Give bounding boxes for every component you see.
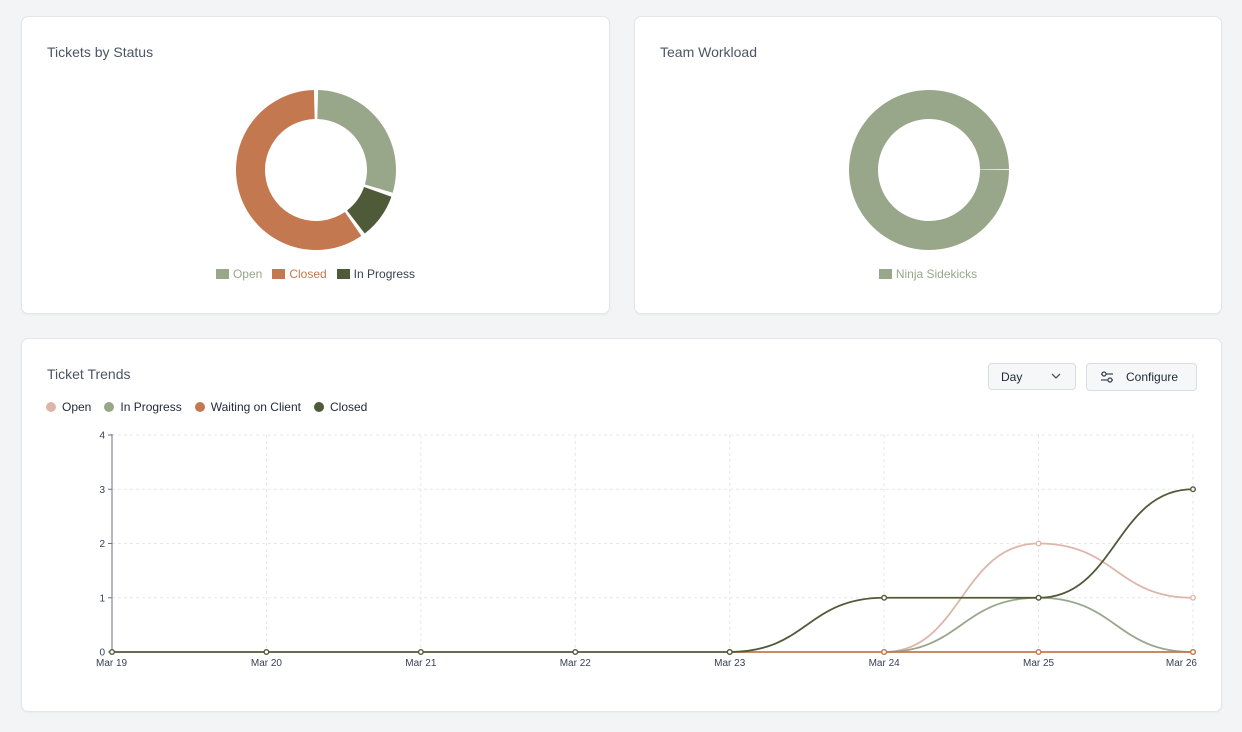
data-point[interactable] bbox=[1035, 594, 1042, 601]
series-closed bbox=[108, 486, 1196, 656]
legend-label: Open bbox=[232, 267, 263, 281]
data-point[interactable] bbox=[1189, 486, 1196, 493]
legend-label: Closed bbox=[329, 400, 368, 414]
legend-label: Ninja Sidekicks bbox=[895, 267, 978, 281]
data-point[interactable] bbox=[263, 649, 270, 656]
status-legend: Open Closed In Progress bbox=[22, 267, 609, 281]
legend-item-in-progress[interactable]: In Progress bbox=[336, 267, 416, 281]
slice-in-progress bbox=[347, 187, 392, 234]
legend-dot bbox=[313, 402, 324, 412]
legend-swatch bbox=[272, 269, 286, 279]
data-point[interactable] bbox=[108, 649, 115, 656]
grid bbox=[112, 434, 1194, 652]
series-waiting-on-client bbox=[726, 649, 1196, 656]
legend-item-open[interactable]: Open bbox=[215, 267, 263, 281]
legend-item-open[interactable]: Open bbox=[46, 400, 91, 414]
slice-ninja-sidekicks bbox=[849, 90, 1009, 251]
data-point[interactable] bbox=[1189, 594, 1196, 601]
ticket-trends-card: Ticket Trends Day Configure Open In Progr… bbox=[21, 338, 1222, 712]
configure-button[interactable]: Configure bbox=[1086, 363, 1197, 391]
data-point[interactable] bbox=[572, 649, 579, 656]
legend-item-waiting-on-client[interactable]: Waiting on Client bbox=[194, 400, 301, 414]
legend-swatch bbox=[878, 269, 892, 279]
sliders-icon bbox=[1100, 371, 1114, 383]
legend-item-closed[interactable]: Closed bbox=[313, 400, 368, 414]
card-title: Tickets by Status bbox=[47, 44, 154, 60]
x-tick-label: Mar 20 bbox=[251, 658, 283, 669]
y-tick-label: 2 bbox=[99, 539, 105, 550]
legend-item-ninja-sidekicks[interactable]: Ninja Sidekicks bbox=[878, 267, 978, 281]
series-open bbox=[881, 540, 1196, 656]
slice-open bbox=[317, 90, 396, 193]
team-donut-chart bbox=[849, 90, 1009, 251]
x-tick-label: Mar 22 bbox=[560, 658, 592, 669]
legend-dot bbox=[46, 402, 56, 412]
legend-label: In Progress bbox=[353, 267, 416, 281]
legend-dot bbox=[194, 402, 205, 412]
slice-closed bbox=[236, 90, 362, 251]
data-point[interactable] bbox=[881, 594, 888, 601]
chevron-down-icon bbox=[1051, 373, 1061, 379]
data-point[interactable] bbox=[1035, 649, 1042, 656]
tickets-by-status-card: Tickets by Status Open Closed In Progress bbox=[21, 16, 610, 314]
legend-label: In Progress bbox=[120, 400, 182, 414]
interval-select[interactable]: Day bbox=[988, 363, 1076, 390]
legend-swatch bbox=[336, 269, 350, 279]
ticket-trends-line-chart: 0 1 2 3 4 Mar 19 Mar 20 Mar 21 Mar 22 Mar 23 Mar 2… bbox=[96, 431, 1198, 670]
x-tick-label: Mar 19 bbox=[96, 658, 128, 669]
legend-dot bbox=[104, 402, 115, 412]
legend-label: Closed bbox=[289, 267, 327, 281]
data-point[interactable] bbox=[1189, 649, 1196, 656]
series-line bbox=[112, 488, 1194, 653]
x-tick-label: Mar 23 bbox=[714, 658, 746, 669]
y-tick-label: 4 bbox=[99, 431, 105, 442]
status-donut-chart bbox=[236, 90, 396, 251]
interval-value: Day bbox=[1001, 369, 1023, 384]
legend-label: Waiting on Client bbox=[210, 400, 301, 414]
trend-legend: Open In Progress Waiting on Client Closed bbox=[46, 400, 367, 414]
legend-item-closed[interactable]: Closed bbox=[272, 267, 327, 281]
x-tick-label: Mar 25 bbox=[1023, 658, 1055, 669]
legend-item-in-progress[interactable]: In Progress bbox=[104, 400, 182, 414]
legend-label: Open bbox=[62, 400, 92, 414]
x-tick-label: Mar 24 bbox=[869, 658, 901, 669]
data-point[interactable] bbox=[1035, 540, 1042, 547]
y-tick-label: 3 bbox=[99, 485, 105, 496]
data-point[interactable] bbox=[417, 649, 424, 656]
y-tick-label: 0 bbox=[99, 648, 105, 659]
card-title: Team Workload bbox=[660, 44, 758, 60]
configure-label: Configure bbox=[1126, 370, 1179, 384]
card-title: Ticket Trends bbox=[47, 366, 131, 382]
data-point[interactable] bbox=[726, 649, 733, 656]
data-point[interactable] bbox=[881, 649, 888, 656]
team-legend: Ninja Sidekicks bbox=[635, 267, 1221, 281]
legend-swatch bbox=[215, 269, 229, 279]
x-tick-label: Mar 26 bbox=[1166, 658, 1198, 669]
x-tick-label: Mar 21 bbox=[405, 658, 437, 669]
team-workload-card: Team Workload Ninja Sidekicks bbox=[634, 16, 1222, 314]
y-tick-label: 1 bbox=[99, 593, 105, 604]
